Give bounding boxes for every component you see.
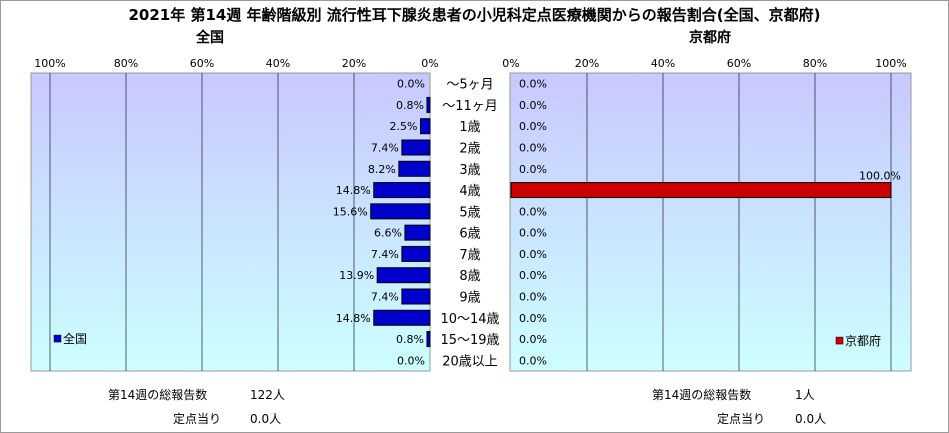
left-data-label: 0.8% — [396, 333, 424, 346]
category-label: 8歳 — [459, 269, 480, 284]
left-data-label: 15.6% — [333, 205, 368, 218]
left-data-label: 14.8% — [336, 312, 371, 325]
left-bar — [401, 245, 431, 262]
left-bar — [373, 309, 431, 326]
left-panel-title: 全国 — [196, 30, 224, 46]
right-plot-area — [509, 72, 912, 372]
left-bar — [401, 288, 431, 305]
category-label: 2歳 — [459, 142, 480, 157]
left-plot-area — [30, 72, 431, 372]
kyoto-per-label: 定点当り — [717, 412, 766, 426]
right-tick-label: 0% — [502, 57, 519, 70]
left-bar — [398, 160, 431, 177]
right-data-label: 0.0% — [519, 78, 547, 91]
left-bar — [426, 96, 431, 113]
left-bar — [401, 139, 431, 156]
left-legend-label: 全国 — [63, 331, 87, 346]
category-label: 7歳 — [459, 248, 480, 263]
category-label: 15～19歳 — [440, 333, 499, 348]
right-data-label: 0.0% — [519, 312, 547, 325]
category-label: 6歳 — [459, 227, 480, 242]
category-label: 5歳 — [459, 205, 480, 220]
left-bar — [420, 118, 431, 135]
left-data-label: 0.0% — [397, 78, 425, 91]
category-label: 4歳 — [459, 184, 480, 199]
category-label: 9歳 — [459, 291, 480, 306]
national-total-label: 第14週の総報告数 — [108, 388, 208, 402]
category-label: 1歳 — [459, 120, 480, 135]
left-tick-label: 80% — [114, 57, 138, 70]
category-label: 3歳 — [459, 163, 480, 178]
right-tick-label: 80% — [803, 57, 827, 70]
category-label: 10～14歳 — [440, 312, 499, 327]
right-data-label: 0.0% — [519, 142, 547, 155]
left-bar — [370, 203, 431, 220]
right-bar — [510, 182, 892, 199]
left-data-label: 8.2% — [368, 163, 396, 176]
right-tick-label: 60% — [727, 57, 751, 70]
chart-title: 2021年 第14週 年齢階級別 流行性耳下腺炎患者の小児科定点医療機関からの報… — [128, 6, 821, 24]
national-total-value: 122人 — [250, 388, 285, 402]
left-data-label: 0.0% — [397, 354, 425, 367]
left-tick-label: 40% — [266, 57, 290, 70]
right-data-label: 0.0% — [519, 120, 547, 133]
left-data-label: 6.6% — [374, 227, 402, 240]
right-tick-label: 20% — [575, 57, 599, 70]
kyoto-total-value: 1人 — [795, 388, 815, 402]
left-tick-label: 20% — [342, 57, 366, 70]
category-label: ～5ヶ月 — [446, 78, 493, 93]
left-data-label: 7.4% — [371, 248, 399, 261]
right-panel-title: 京都府 — [689, 30, 731, 46]
left-data-label: 0.8% — [396, 99, 424, 112]
right-data-label: 0.0% — [519, 205, 547, 218]
left-legend-swatch — [53, 334, 62, 343]
category-label: 20歳以上 — [442, 354, 498, 369]
left-data-label: 7.4% — [371, 142, 399, 155]
right-tick-label: 40% — [651, 57, 675, 70]
right-data-label: 0.0% — [519, 333, 547, 346]
right-data-label: 0.0% — [519, 163, 547, 176]
left-data-label: 7.4% — [371, 291, 399, 304]
right-legend-label: 京都府 — [845, 333, 881, 348]
national-per-label: 定点当り — [173, 412, 222, 426]
left-tick-label: 0% — [421, 57, 438, 70]
left-tick-label: 60% — [190, 57, 214, 70]
left-bar — [404, 224, 431, 241]
left-data-label: 2.5% — [390, 120, 418, 133]
right-data-label: 0.0% — [519, 227, 547, 240]
right-data-label: 0.0% — [519, 248, 547, 261]
right-data-label: 100.0% — [859, 170, 901, 183]
left-tick-label: 100% — [34, 57, 65, 70]
right-tick-label: 100% — [875, 57, 906, 70]
right-data-label: 0.0% — [519, 354, 547, 367]
left-bar — [373, 182, 431, 199]
category-label: ～11ヶ月 — [442, 99, 498, 114]
right-data-label: 0.0% — [519, 99, 547, 112]
national-per-value: 0.0人 — [250, 412, 282, 426]
right-legend-swatch — [835, 336, 844, 345]
left-data-label: 13.9% — [339, 269, 374, 282]
kyoto-per-value: 0.0人 — [795, 412, 827, 426]
right-data-label: 0.0% — [519, 269, 547, 282]
left-bar — [376, 267, 431, 284]
left-data-label: 14.8% — [336, 184, 371, 197]
right-data-label: 0.0% — [519, 291, 547, 304]
kyoto-total-label: 第14週の総報告数 — [652, 388, 752, 402]
left-bar — [426, 331, 431, 348]
